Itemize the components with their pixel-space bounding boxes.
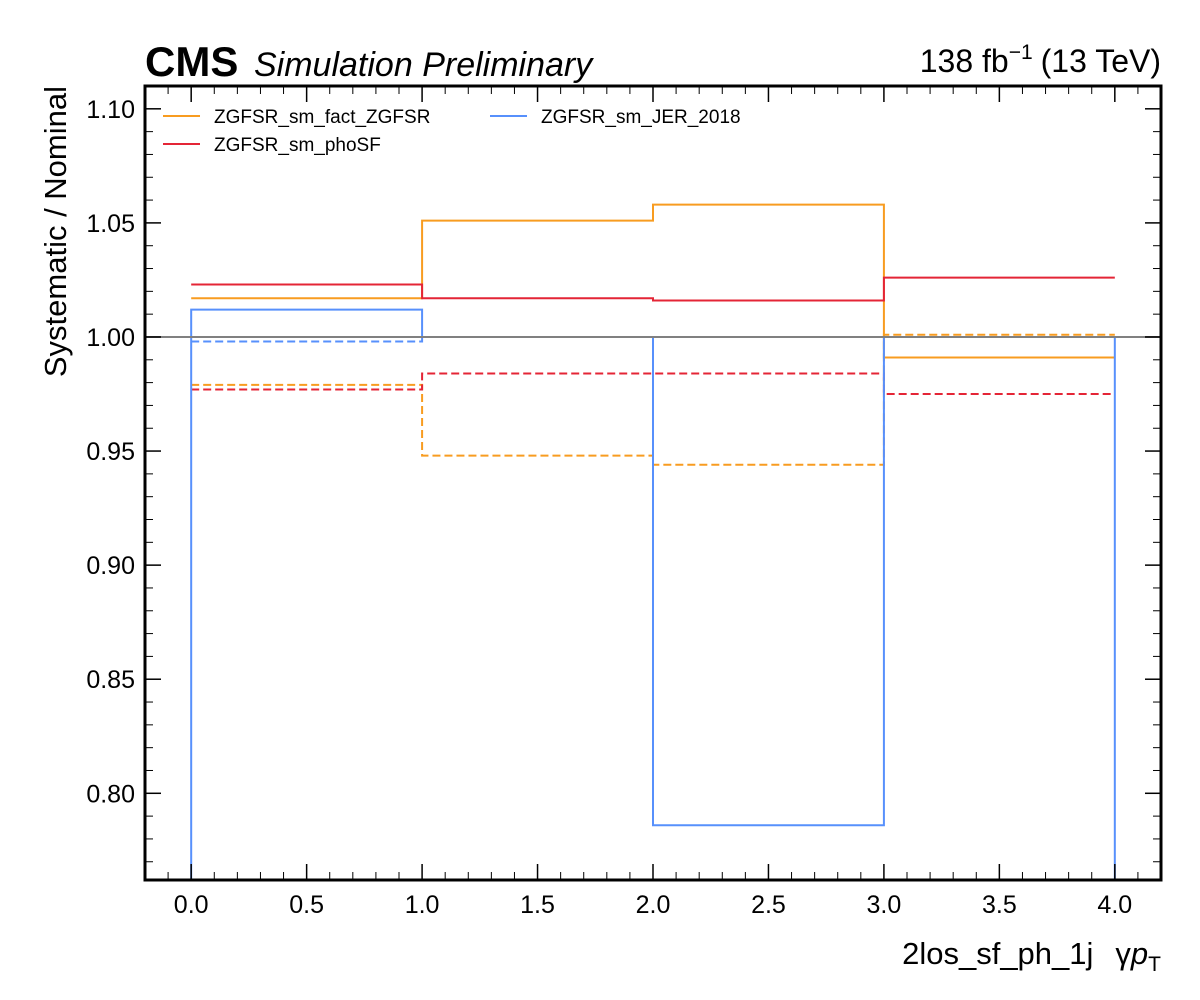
x-tick-label: 0.0 — [174, 891, 209, 919]
legend-label: ZGFSR_sm_JER_2018 — [541, 107, 741, 128]
y-tick-label: 1.10 — [86, 96, 135, 124]
lumi-exponent: −1 — [1009, 41, 1033, 64]
x-axis-var-p: p — [1130, 936, 1148, 971]
x-axis-region: 2los_sf_ph_1j — [902, 936, 1093, 971]
y-tick-label: 0.95 — [86, 438, 135, 466]
legend: ZGFSR_sm_fact_ZGFSR ZGFSR_sm_phoSF ZGFSR_s… — [163, 107, 741, 156]
cms-subtitle: Simulation Preliminary — [254, 46, 594, 84]
luminosity-label: 138 fb−1 (13 TeV) — [920, 41, 1161, 79]
x-axis-var-sub: T — [1148, 953, 1161, 976]
lumi-energy: (13 TeV) — [1041, 43, 1161, 79]
series-0-up-line — [191, 203, 1115, 359]
y-tick-label: 0.80 — [86, 780, 135, 808]
y-tick-label: 0.90 — [86, 552, 135, 580]
x-tick-label: 1.5 — [520, 891, 555, 919]
legend-label: ZGFSR_sm_fact_ZGFSR — [214, 107, 430, 128]
legend-label: ZGFSR_sm_phoSF — [214, 135, 381, 156]
series-2-up-line — [190, 308, 1116, 880]
x-tick-label: 1.0 — [405, 891, 440, 919]
x-axis-var-prefix: γ — [1115, 936, 1131, 971]
y-tick-label: 1.05 — [86, 210, 135, 238]
series-layer — [190, 203, 1116, 880]
x-tick-label: 3.0 — [867, 891, 902, 919]
series-1-up-line — [191, 276, 1115, 302]
series-1-down-line — [191, 372, 1115, 396]
x-tick-label: 2.0 — [636, 891, 671, 919]
x-axis-title: 2los_sf_ph_1j γpT — [902, 936, 1161, 976]
x-tick-label: 0.5 — [289, 891, 324, 919]
x-tick-label: 2.5 — [751, 891, 786, 919]
y-tick-label: 0.85 — [86, 666, 135, 694]
lumi-value: 138 fb — [920, 43, 1009, 79]
axis-ticks: 0.0 0.5 1.0 1.5 2.0 2.5 3.0 3.5 4.0 0.80 0.85 0.90 0… — [86, 86, 1161, 919]
x-tick-label: 3.5 — [982, 891, 1017, 919]
cms-label: CMS — [145, 38, 238, 85]
y-tick-label: 1.00 — [86, 324, 135, 352]
y-axis-title: Systematic / Nominal — [38, 86, 73, 377]
x-tick-label: 4.0 — [1097, 891, 1132, 919]
